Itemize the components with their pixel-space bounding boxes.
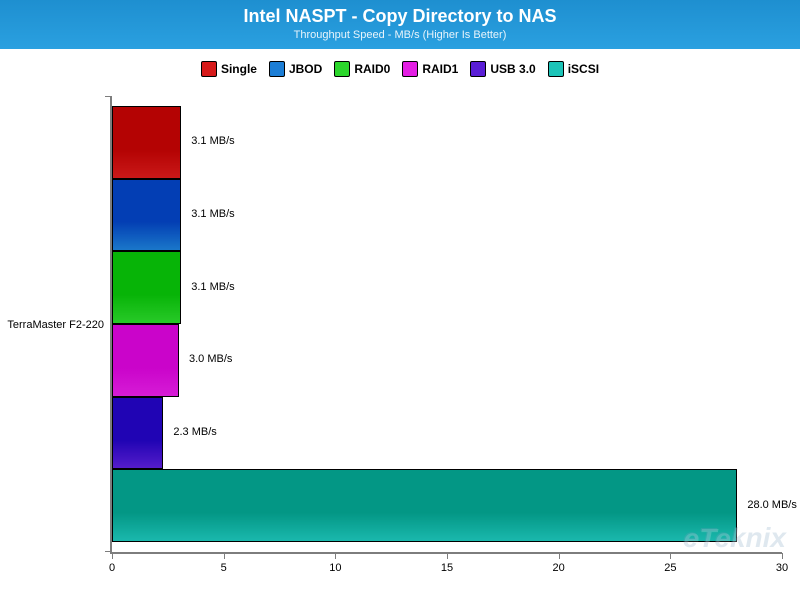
legend-item: JBOD bbox=[269, 61, 322, 77]
bar-value-label: 3.0 MB/s bbox=[189, 353, 232, 365]
legend: Single JBOD RAID0 RAID1 USB 3.0 iSCSI bbox=[0, 49, 800, 85]
bar bbox=[112, 106, 181, 179]
plot-wrap: TerraMaster F2-220 0 5 10 15 20 25 30 3.1 MB/s 3… bbox=[0, 96, 800, 578]
bar-value-label: 3.1 MB/s bbox=[191, 135, 234, 147]
legend-label: RAID1 bbox=[422, 62, 458, 76]
x-tick-label: 15 bbox=[441, 562, 453, 574]
bar bbox=[112, 251, 181, 324]
bar bbox=[112, 179, 181, 252]
legend-label: JBOD bbox=[289, 62, 322, 76]
chart-container: Intel NASPT - Copy Directory to NAS Thro… bbox=[0, 0, 800, 600]
legend-swatch bbox=[334, 61, 350, 77]
bar-value-label: 2.3 MB/s bbox=[173, 426, 216, 438]
bar bbox=[112, 324, 179, 397]
bar bbox=[112, 397, 163, 470]
bar-value-label: 28.0 MB/s bbox=[747, 499, 797, 511]
x-tick bbox=[447, 553, 448, 559]
y-axis-area: TerraMaster F2-220 bbox=[0, 96, 110, 554]
legend-item: iSCSI bbox=[548, 61, 599, 77]
legend-label: RAID0 bbox=[354, 62, 390, 76]
x-tick bbox=[224, 553, 225, 559]
legend-label: Single bbox=[221, 62, 257, 76]
y-tick bbox=[105, 96, 111, 97]
legend-item: RAID0 bbox=[334, 61, 390, 77]
x-tick bbox=[335, 553, 336, 559]
x-tick bbox=[670, 553, 671, 559]
x-tick-label: 25 bbox=[664, 562, 676, 574]
x-tick-label: 5 bbox=[221, 562, 227, 574]
x-tick-label: 20 bbox=[553, 562, 565, 574]
x-tick bbox=[112, 553, 113, 559]
x-tick bbox=[559, 553, 560, 559]
x-tick-label: 30 bbox=[776, 562, 788, 574]
y-category-label: TerraMaster F2-220 bbox=[7, 319, 104, 331]
y-tick bbox=[105, 551, 111, 552]
chart-title: Intel NASPT - Copy Directory to NAS bbox=[0, 6, 800, 27]
legend-swatch bbox=[201, 61, 217, 77]
plot-area: 0510152025303.1 MB/s3.1 MB/s3.1 MB/s3.0 … bbox=[110, 96, 782, 554]
bar-value-label: 3.1 MB/s bbox=[191, 281, 234, 293]
legend-swatch bbox=[470, 61, 486, 77]
legend-swatch bbox=[548, 61, 564, 77]
legend-label: USB 3.0 bbox=[490, 62, 535, 76]
legend-label: iSCSI bbox=[568, 62, 599, 76]
legend-item: RAID1 bbox=[402, 61, 458, 77]
bar bbox=[112, 469, 737, 542]
legend-swatch bbox=[402, 61, 418, 77]
chart-header: Intel NASPT - Copy Directory to NAS Thro… bbox=[0, 0, 800, 49]
x-tick-label: 10 bbox=[329, 562, 341, 574]
chart-subtitle: Throughput Speed - MB/s (Higher Is Bette… bbox=[0, 29, 800, 41]
legend-item: Single bbox=[201, 61, 257, 77]
legend-swatch bbox=[269, 61, 285, 77]
legend-item: USB 3.0 bbox=[470, 61, 535, 77]
x-tick-label: 0 bbox=[109, 562, 115, 574]
bar-value-label: 3.1 MB/s bbox=[191, 208, 234, 220]
x-tick bbox=[782, 553, 783, 559]
